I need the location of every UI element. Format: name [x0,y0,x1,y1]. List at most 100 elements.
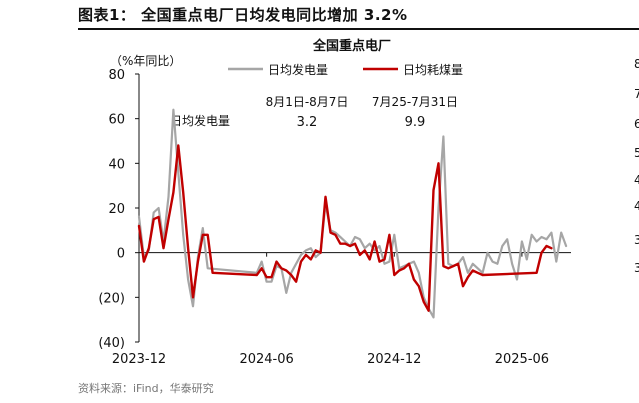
data-point-coal [398,269,400,272]
data-point-coal [378,261,381,263]
data-point-coal [143,261,145,263]
data-point-generation [167,196,170,198]
data-point-coal [270,276,273,278]
data-point-generation [383,263,386,265]
data-point-coal [467,276,469,278]
adjacent-tick-label: 3 [634,261,639,275]
y-tick-label: (20) [98,291,125,306]
annotation-period-1: 8月1日-8月7日 [266,95,349,109]
data-point-coal [369,258,371,260]
data-point-coal [207,234,209,236]
y-axis-label: （%年同比） [110,54,181,68]
data-point-coal [388,234,390,236]
data-point-coal [383,258,386,260]
data-point-generation [565,245,567,247]
data-point-generation [482,272,484,274]
data-point-coal [457,263,459,265]
data-point-coal [482,274,484,276]
data-point-coal [285,269,287,272]
data-point-generation [550,232,553,234]
data-point-generation [555,261,557,263]
data-point-generation [334,232,336,234]
data-point-coal [339,243,341,245]
data-point-generation [354,236,356,238]
data-point-generation [192,305,194,307]
data-point-generation [182,234,184,236]
data-point-generation [462,256,464,258]
title-rule [78,28,639,30]
adjacent-tick-label: 4 [634,199,639,213]
legend-label-coal: 日均耗煤量 [403,63,463,77]
data-point-coal [364,249,366,251]
data-point-coal [432,189,435,191]
data-point-coal [275,261,278,263]
data-point-coal [550,247,553,249]
data-point-coal [329,232,332,234]
data-point-coal [344,243,346,245]
adjacent-tick-label: 6 [634,117,639,131]
annotation-period-2: 7月25-7月31日 [372,95,458,109]
data-point-coal [256,274,258,276]
annotation-value-1: 3.2 [297,115,318,130]
data-point-generation [158,207,160,209]
data-point-generation [413,261,415,263]
x-tick-label: 2024-06 [239,352,293,367]
data-point-coal [437,162,440,164]
data-point-generation [177,171,179,173]
data-point-coal [374,240,376,243]
adjacent-tick-label: 3 [634,233,639,247]
data-point-generation [516,278,518,281]
data-point-generation [305,249,307,251]
data-point-generation [310,247,312,249]
data-point-coal [349,245,351,247]
data-point-coal [472,269,474,272]
y-tick-label: 0 [117,247,125,262]
data-point-coal [197,261,199,263]
data-point-coal [315,249,317,251]
data-point-coal [413,278,415,281]
data-point-coal [423,301,425,303]
data-point-generation [153,211,155,214]
data-point-coal [295,281,297,283]
figure-title: 图表1： 全国重点电厂日均发电同比增加 3.2% [78,6,408,24]
data-point-coal [428,310,430,312]
data-point-generation [442,135,444,138]
annotation-value-2: 9.9 [405,115,426,130]
data-point-generation [369,243,371,245]
data-point-generation [491,261,494,263]
data-point-generation [437,207,440,209]
data-point-generation [266,281,268,283]
data-point-generation [418,272,420,274]
data-point-generation [393,234,395,236]
data-point-coal [162,247,165,249]
data-point-generation [187,278,189,281]
data-point-generation [270,281,273,283]
data-point-generation [388,261,390,263]
x-tick-label: 2023-12 [112,352,166,367]
data-point-coal [202,234,204,236]
data-point-coal [261,267,263,269]
data-point-coal [177,144,179,147]
data-point-coal [172,191,174,193]
data-point-coal [187,247,189,249]
data-point-coal [320,252,322,254]
data-point-generation [398,267,400,269]
y-tick-label: 60 [108,113,125,128]
data-point-coal [324,196,327,198]
data-point-generation [447,263,449,265]
data-point-coal [167,218,170,220]
data-point-generation [496,263,498,265]
data-point-generation [521,240,523,243]
data-point-coal [354,243,356,245]
data-point-coal [540,252,543,254]
data-point-coal [408,263,410,265]
data-point-generation [172,109,174,111]
data-point-coal [334,234,336,236]
legend-label-generation: 日均发电量 [268,62,328,77]
data-point-coal [158,216,160,218]
adjacent-chart-fragment: 8 7 6 5 4 4 3 3 [626,32,639,372]
x-tick-label: 2025-06 [495,352,549,367]
data-point-generation [545,238,548,240]
data-point-coal [359,254,361,256]
